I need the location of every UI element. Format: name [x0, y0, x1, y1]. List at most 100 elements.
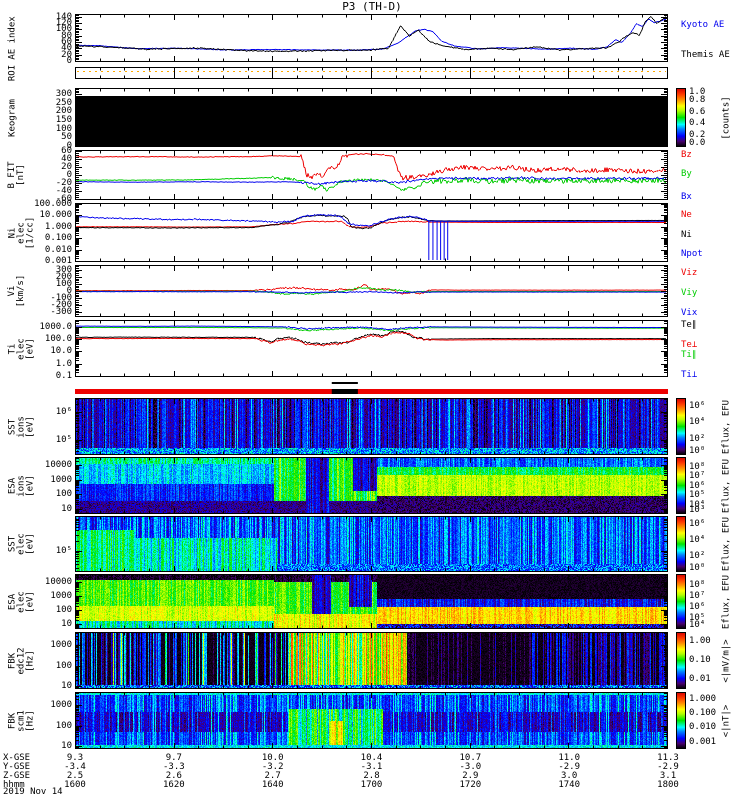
cbtick-esa_e-2: 10⁶	[689, 602, 706, 612]
panel-b-plot	[75, 150, 668, 200]
ytick-b-4: -20	[55, 178, 72, 188]
ytick-n-5: 0.001	[44, 256, 72, 266]
ytick-sst_e-0: 10⁵	[55, 545, 72, 556]
ytick-fbk_s-0: 1000	[50, 700, 72, 711]
colorbar-sst_i-unit: Eflux, EFU	[721, 399, 732, 454]
panel-roi-plot	[75, 67, 668, 79]
axis-value-Z-GSE-0: 2.5	[66, 771, 84, 781]
cbtick-sst_e-0: 10⁶	[689, 519, 706, 529]
ytick-b-0: 60	[61, 146, 72, 156]
axis-value-Z-GSE-4: 2.9	[462, 771, 479, 781]
ytick-ae-2: 100	[55, 24, 72, 35]
date-label: 2019 Nov 14	[3, 787, 63, 797]
cbtick-keo-2: 0.6	[689, 106, 706, 117]
ytick-esa_e-3: 10	[61, 618, 72, 629]
ytick-fbk_e-0: 1000	[50, 640, 72, 651]
colorbar-fbk_e-unit: <|mV/m|>	[721, 638, 732, 683]
colorbar-fbk_s-unit: <|nT|>	[721, 704, 732, 737]
panel-roi-ylabel: ROI	[7, 64, 17, 82]
cbtick-esa_i-0: 10⁸	[689, 461, 706, 472]
legend-Te: Te⊥	[681, 340, 698, 351]
cbtick-esa_i-5: 10³	[689, 505, 706, 515]
panel-esa_e-plot	[75, 574, 668, 629]
ytick-ae-3: 80	[61, 30, 72, 41]
ytick-v-1: 200	[55, 271, 72, 282]
ytick-ae-6: 20	[61, 49, 72, 60]
ytick-ae-4: 60	[61, 36, 72, 47]
axis-row-label-hhmm: hhmm	[3, 780, 25, 790]
axis-value-Z-GSE-2: 2.7	[264, 771, 281, 781]
cbtick-sst_e-2: 10²	[689, 551, 706, 561]
colorbar-fbk_s	[676, 692, 686, 749]
ytick-esa_i-3: 10	[61, 503, 72, 514]
axis-value-X-GSE-5: 11.0	[558, 753, 580, 763]
ytick-t-0: 1000.0	[39, 321, 72, 332]
ytick-ae-5: 40	[61, 43, 72, 54]
axis-value-hhmm-3: 1700	[360, 780, 383, 790]
ytick-ae-7: 0	[66, 56, 72, 66]
legend-Ti: Ti⊥	[681, 369, 698, 380]
ytick-t-1: 100.0	[44, 334, 72, 345]
axis-value-X-GSE-1: 9.7	[165, 753, 182, 763]
cbtick-sst_i-3: 10⁰	[689, 446, 706, 456]
ytick-ae-1: 120	[55, 17, 72, 28]
legend-Ne: Ne	[681, 209, 692, 220]
cbtick-esa_i-4: 10⁴	[689, 499, 706, 510]
cbtick-esa_e-4: 10⁴	[689, 620, 706, 630]
axis-row-label-Y-GSE: Y-GSE	[3, 762, 31, 772]
cbtick-fbk_s-0: 1.000	[689, 693, 717, 704]
ytick-esa_e-2: 100	[55, 604, 72, 615]
legend-Ni: Ni	[681, 229, 692, 240]
axis-value-Z-GSE-1: 2.6	[165, 771, 182, 781]
cbtick-esa_i-3: 10⁵	[689, 490, 706, 500]
ytick-b-1: 40	[61, 154, 72, 164]
ytick-fbk_e-2: 10	[61, 681, 72, 692]
cbtick-sst_e-3: 10⁰	[689, 563, 706, 573]
colorbar-esa_e	[676, 574, 686, 629]
legend-Bz: Bz	[681, 150, 692, 160]
axis-value-Y-GSE-5: -2.9	[558, 762, 580, 772]
legend-KyotoAE: Kyoto AE	[681, 19, 725, 30]
cbtick-esa_e-1: 10⁷	[689, 591, 706, 601]
cbtick-keo-3: 0.4	[689, 118, 706, 129]
axis-value-Y-GSE-4: -3.0	[459, 762, 482, 772]
cbtick-fbk_s-1: 0.100	[689, 708, 717, 719]
colorbar-esa_i	[676, 457, 686, 514]
axis-value-X-GSE-6: 11.3	[657, 753, 679, 763]
ytick-fbk_s-2: 10	[61, 741, 72, 752]
ytick-b-3: 0	[66, 170, 72, 180]
legend-Vix: Vix	[681, 307, 698, 318]
panel-sst_e-plot	[75, 516, 668, 572]
ytick-keo-3: 150	[55, 115, 72, 126]
colorbar-keo-unit: [counts]	[721, 95, 732, 140]
ytick-b-6: -60	[55, 194, 72, 204]
legend-Ti: Ti∥	[681, 349, 697, 360]
axis-value-hhmm-5: 1740	[558, 780, 580, 790]
panel-keo-ylabel: Keogram	[7, 98, 17, 137]
colorbar-esa_e-unit: Eflux, EFU	[721, 574, 732, 629]
ytick-keo-6: 0	[66, 141, 72, 151]
ytick-v-3: 0	[66, 286, 72, 296]
axis-row-label-X-GSE: X-GSE	[3, 753, 31, 763]
panel-ae-plot	[75, 14, 668, 62]
cbtick-keo-4: 0.2	[689, 130, 706, 141]
panel-sst_i-ylabel: SST ions [eV]	[7, 415, 35, 438]
panel-v-plot	[75, 265, 668, 317]
cbtick-esa_e-0: 10⁸	[689, 580, 706, 590]
cbtick-esa_e-3: 10⁵	[689, 613, 706, 623]
axis-value-Y-GSE-1: -3.3	[162, 762, 185, 772]
ytick-esa_e-1: 1000	[50, 590, 72, 601]
cbtick-fbk_e-2: 0.01	[689, 674, 711, 685]
ytick-v-6: -300	[50, 307, 72, 318]
ytick-ae-0: 140	[55, 11, 72, 22]
panel-fbk_e-plot	[75, 632, 668, 689]
legend-By: By	[681, 169, 692, 179]
ytick-n-3: 0.100	[44, 233, 72, 244]
colorbar-esa_i-unit: Eflux, EFU	[721, 458, 732, 513]
ytick-keo-2: 200	[55, 106, 72, 117]
panel-esa_i-plot	[75, 457, 668, 514]
ytick-sst_i-1: 10⁵	[55, 434, 72, 445]
legend-Te: Te∥	[681, 320, 697, 331]
axis-value-hhmm-6: 1800	[657, 780, 679, 790]
colorbar-sst_i	[676, 398, 686, 455]
